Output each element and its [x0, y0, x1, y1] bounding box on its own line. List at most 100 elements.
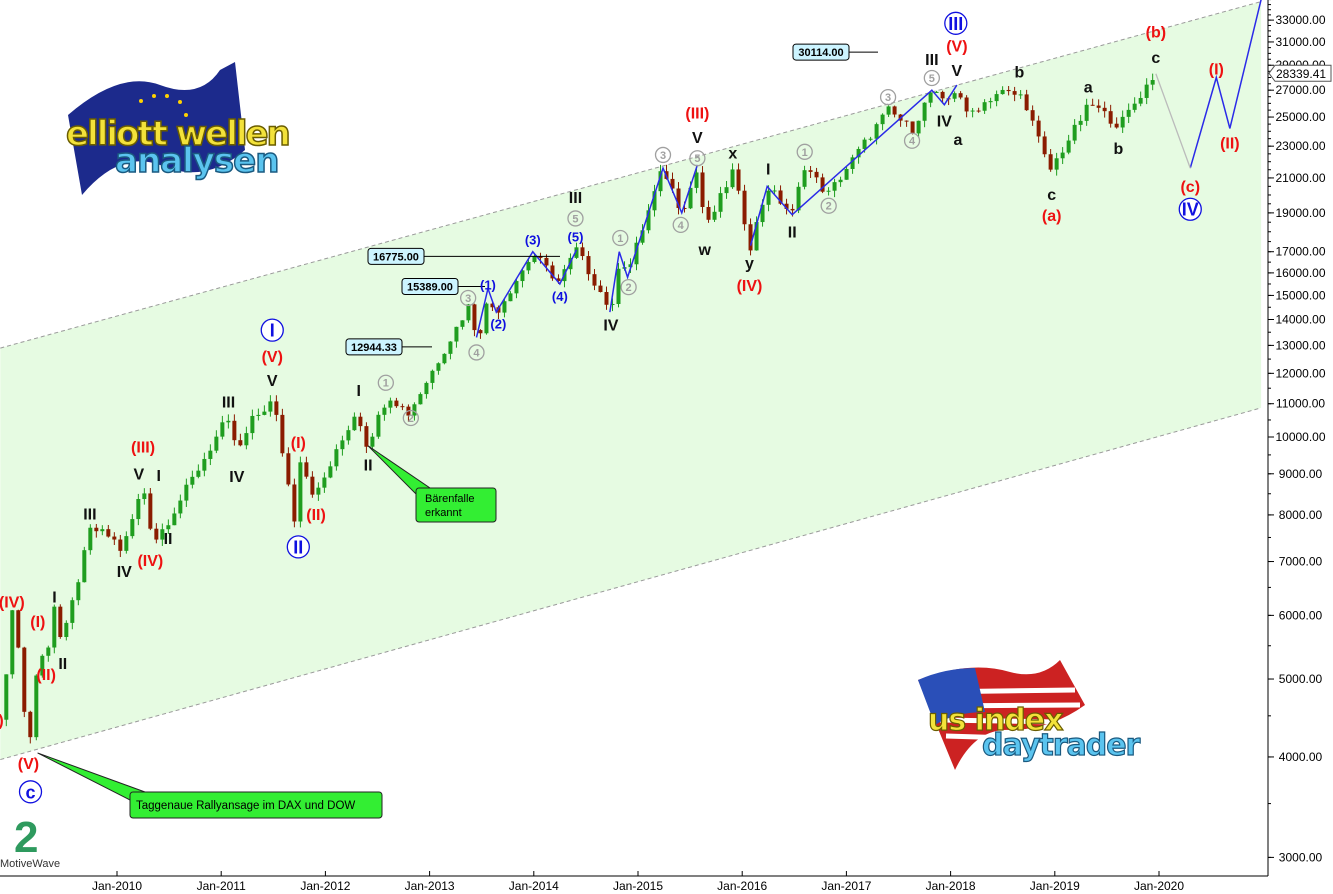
- logo-line2: daytrader: [982, 728, 1141, 763]
- candle: [322, 472, 327, 493]
- wave-label: III: [925, 52, 938, 69]
- candle-body: [136, 499, 141, 520]
- candle-body: [298, 462, 303, 522]
- candle-body: [268, 401, 273, 412]
- candle: [1000, 86, 1005, 95]
- candle: [280, 408, 285, 457]
- candle: [418, 392, 423, 405]
- wave-label: I: [260, 318, 284, 342]
- x-tick-label: Jan-2014: [509, 879, 559, 893]
- price-level-label: 12944.33: [351, 342, 397, 354]
- wave-label: V: [267, 373, 278, 390]
- wave-label: II: [286, 535, 310, 559]
- candle-body: [766, 190, 771, 205]
- candle: [472, 303, 477, 337]
- candle-body: [910, 121, 915, 134]
- candle-body: [598, 285, 603, 293]
- candle-body: [4, 674, 9, 720]
- candle: [460, 320, 465, 330]
- candle: [304, 456, 309, 479]
- candle-body: [832, 182, 837, 191]
- candle: [220, 415, 225, 440]
- y-tick-label: 27000.00: [1275, 83, 1325, 97]
- wave-label: 5: [923, 69, 940, 87]
- candle-body: [436, 363, 441, 371]
- candle-body: [130, 519, 135, 537]
- wave-label-text: I: [357, 383, 361, 400]
- candle: [832, 178, 837, 198]
- candle-body: [1138, 97, 1143, 104]
- watermark-brand: MotiveWave: [0, 858, 60, 870]
- wave-label-circle: [620, 278, 637, 296]
- candle: [1114, 117, 1119, 129]
- candle-body: [166, 525, 171, 530]
- wave-line: [1189, 0, 1262, 169]
- wave-label-text: V: [134, 467, 145, 484]
- candle-body: [1084, 104, 1089, 121]
- candle-body: [154, 528, 159, 540]
- candle-body: [754, 222, 759, 251]
- candle: [1126, 103, 1131, 124]
- wave-label-circle: [654, 146, 672, 164]
- y-tick-label: 19000.00: [1275, 206, 1325, 220]
- candle: [490, 302, 495, 312]
- wave-label-text: x: [728, 146, 737, 163]
- candle-body: [1006, 89, 1011, 92]
- candle: [880, 113, 885, 131]
- candle: [724, 180, 729, 199]
- wave-label: a: [953, 132, 962, 149]
- y-tick-label: 15000.00: [1275, 288, 1325, 302]
- candle-body: [856, 148, 861, 158]
- candle: [340, 435, 345, 456]
- x-axis: Jan-2010 Jan-2011 Jan-2012 Jan-2013 Jan-2014…: [0, 871, 1268, 893]
- candle-body: [148, 493, 153, 529]
- channel-fill: [0, 1, 1262, 760]
- candle: [928, 91, 933, 108]
- candle: [382, 404, 387, 421]
- candle-body: [430, 370, 435, 383]
- candle-body: [814, 171, 819, 178]
- y-tick-label: 14000.00: [1275, 313, 1325, 327]
- wave-label-text: I: [52, 589, 56, 606]
- candle-body: [580, 247, 585, 257]
- wave-label: (c): [1180, 179, 1200, 196]
- y-axis-background: [1268, 0, 1333, 894]
- candle: [334, 444, 339, 471]
- wave-label: (IV): [0, 594, 25, 611]
- wave-label-text: IV: [117, 564, 132, 581]
- candle: [364, 422, 369, 454]
- candle: [76, 579, 81, 606]
- candle: [214, 430, 219, 454]
- logo-us-index-daytrader: us index daytrader: [918, 660, 1142, 770]
- candle-body: [616, 268, 621, 305]
- candle: [1102, 101, 1107, 118]
- wave-label: (b): [1146, 25, 1166, 42]
- candle: [112, 532, 117, 545]
- candle-body: [244, 433, 249, 446]
- candle: [22, 646, 27, 718]
- wave-label-text: (I): [30, 614, 45, 631]
- candle: [1072, 119, 1077, 145]
- candle: [142, 488, 147, 505]
- candle: [1078, 114, 1083, 132]
- candle: [838, 176, 843, 187]
- wave-label-text: b: [1014, 65, 1024, 82]
- candle: [238, 433, 243, 447]
- current-price-tag: [1268, 64, 1332, 82]
- candle: [484, 302, 489, 335]
- wave-label-text: (II): [36, 667, 56, 684]
- candle-body: [460, 320, 465, 327]
- callout-rallyansage: Taggenaue Rallyansage im DAX und DOW: [37, 752, 383, 819]
- wave-label: (3): [525, 233, 541, 248]
- candle-body: [1090, 104, 1095, 106]
- candle-body: [904, 120, 909, 122]
- candle-body: [718, 193, 723, 212]
- channel-upper-line: [0, 1, 1262, 349]
- wave-label: I: [766, 162, 770, 179]
- candle: [88, 524, 93, 555]
- candle-body: [334, 449, 339, 467]
- candle: [646, 204, 651, 234]
- wave-label-text: (c): [1180, 179, 1200, 196]
- candle: [166, 519, 171, 535]
- candle: [700, 166, 705, 214]
